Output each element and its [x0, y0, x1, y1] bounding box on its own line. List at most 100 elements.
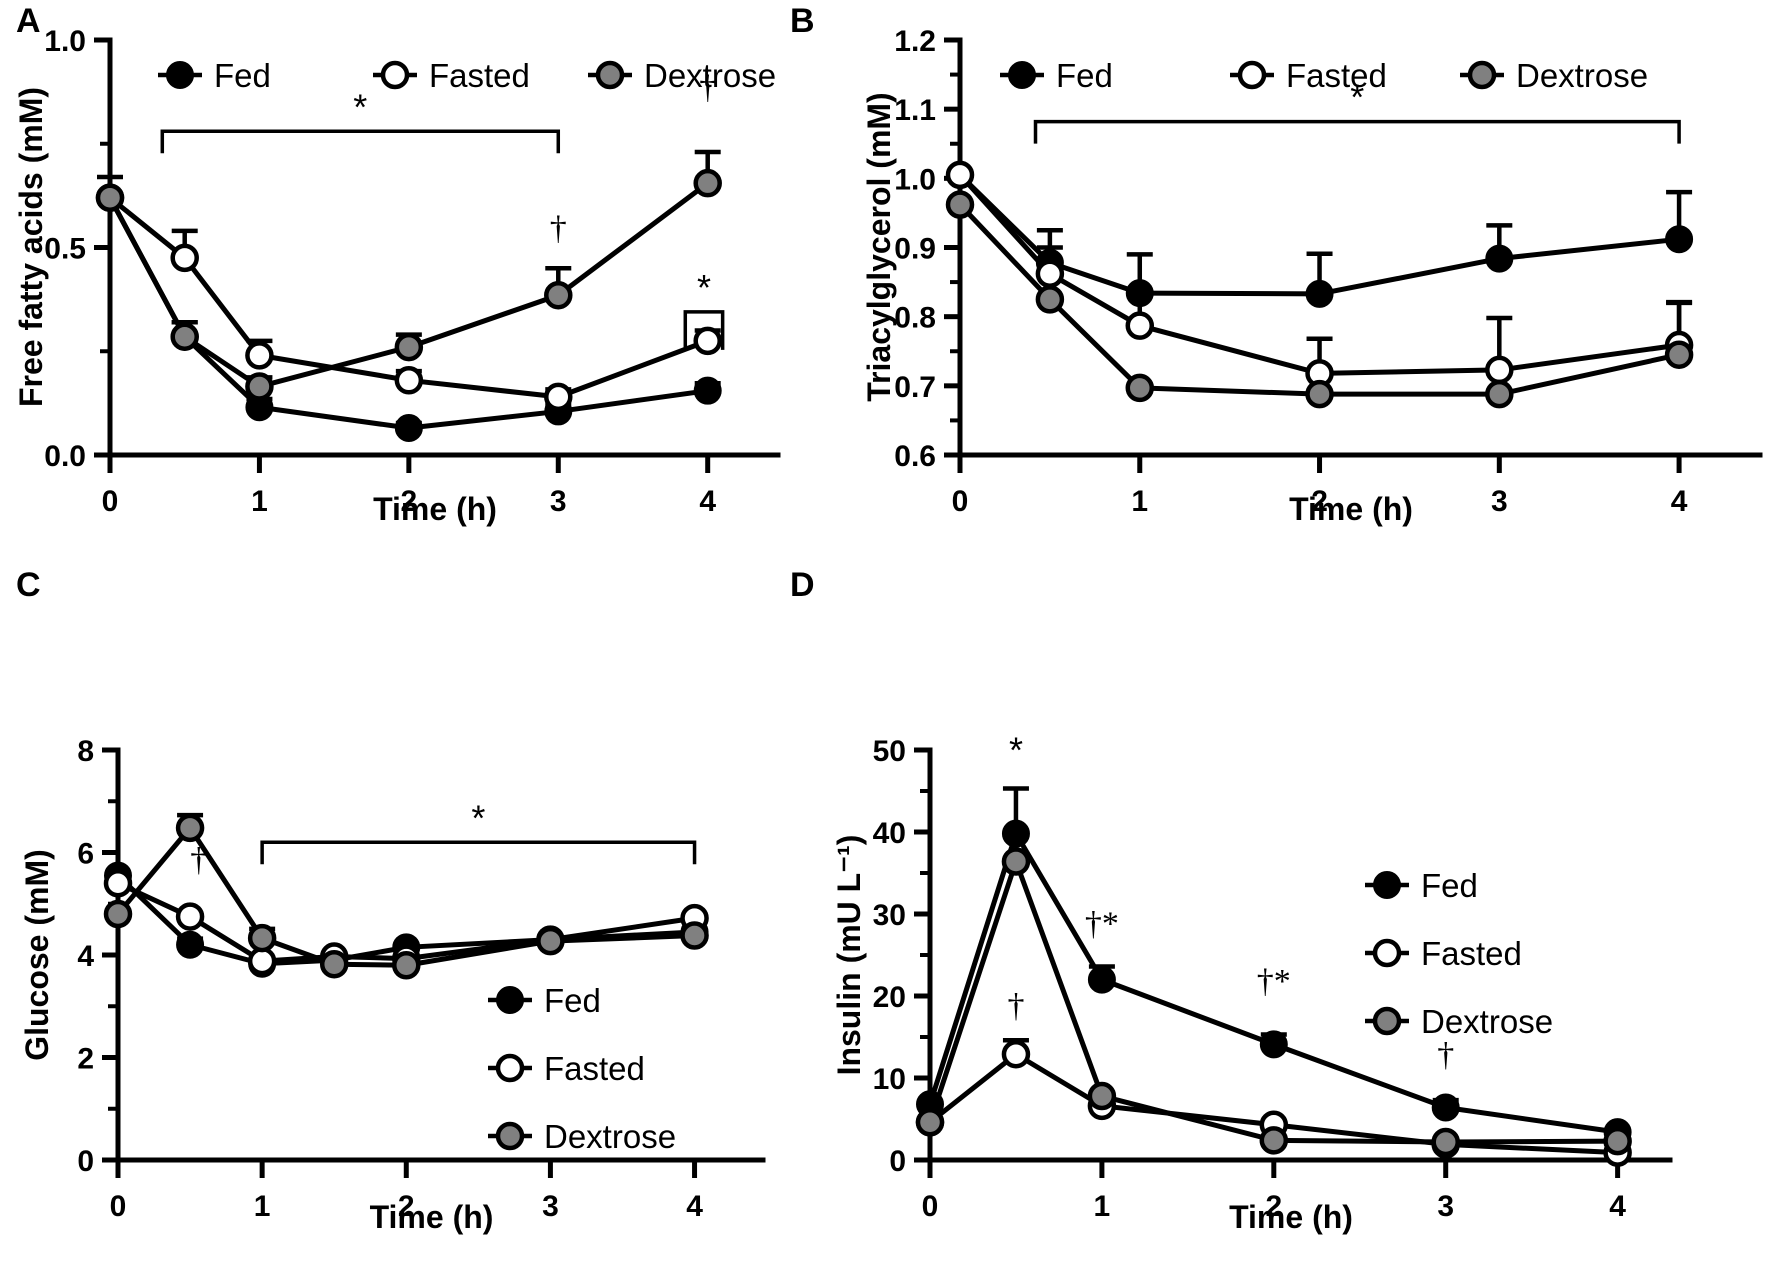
- legend: Fed Fasted Dextrose: [488, 982, 676, 1155]
- data-point-fed: [176, 930, 205, 959]
- axes: 0.6 0.7 0.8 0.9 1.0 1.1 1.2 0 1 2 3 4 Time (h) Triacy…: [861, 25, 1763, 527]
- data-point-fasted: [1485, 355, 1514, 385]
- x-tick-label: 3: [1491, 485, 1508, 518]
- legend-marker-fed: [166, 61, 194, 89]
- legend-label-fed: Fed: [544, 982, 601, 1019]
- x-tick-label: 3: [542, 1190, 559, 1223]
- legend-item-fed: Fed: [158, 57, 271, 94]
- data-point-dextrose: [175, 813, 205, 843]
- data-point-dextrose: [680, 921, 709, 950]
- panel-c: C 0 2 4 6 8 0 1 2 3 4 Time (h) Glucose (mM) † * Fed Fas…: [0, 560, 790, 1270]
- legend-item-dextrose: Dextrose: [1365, 1003, 1553, 1040]
- significance-symbol: †: [550, 210, 567, 247]
- data-point-fed: [1305, 279, 1334, 308]
- significance-symbol: †: [190, 841, 207, 878]
- legend-marker-fed: [1008, 61, 1036, 89]
- series-lines: [107, 181, 710, 431]
- y-tick-label: 2: [77, 1043, 94, 1076]
- y-tick-label: 0.9: [894, 233, 936, 266]
- data-point-fed: [1485, 244, 1514, 273]
- data-point-dextrose: [1087, 1081, 1117, 1111]
- legend-label-fasted: Fasted: [544, 1050, 645, 1087]
- data-point-dextrose: [103, 899, 133, 929]
- legend-marker-dextrose: [1372, 1006, 1402, 1036]
- data-point-fasted: [247, 946, 277, 976]
- legend-label-dextrose: Dextrose: [1516, 57, 1648, 94]
- x-tick-label: 2: [398, 1190, 415, 1223]
- legend-item-dextrose: Dextrose: [588, 57, 776, 94]
- x-tick-label: 0: [110, 1190, 127, 1223]
- data-point-dextrose: [1305, 379, 1334, 409]
- legend-label-fed: Fed: [1056, 57, 1113, 94]
- chart-b-svg: 0.6 0.7 0.8 0.9 1.0 1.1 1.2 0 1 2 3 4 Time (h) Triacy…: [861, 25, 1763, 527]
- y-tick-label: 1.0: [894, 163, 936, 196]
- significance-bracket: [683, 310, 725, 350]
- data-point-fed: [1001, 819, 1030, 848]
- series-line-dextrose: [927, 859, 1618, 1145]
- y-tick-label: 0.0: [44, 440, 86, 473]
- significance-symbol: †: [1437, 1037, 1454, 1074]
- data-point-dextrose: [245, 372, 274, 401]
- x-tick-label: 2: [401, 485, 418, 518]
- y-axis-title: Glucose (mM): [19, 849, 55, 1061]
- legend-marker-fasted: [495, 1053, 525, 1083]
- legend-label-dextrose: Dextrose: [544, 1118, 676, 1155]
- y-tick-label: 30: [873, 899, 906, 932]
- data-point-fed: [693, 376, 722, 405]
- data-point-dextrose: [170, 322, 199, 351]
- panel-letter-a: A: [16, 2, 41, 40]
- data-point-dextrose: [536, 926, 565, 956]
- legend-marker-dextrose: [595, 60, 625, 90]
- series-line-dextrose: [107, 181, 710, 390]
- x-tick-label: 4: [699, 485, 716, 518]
- x-axis-title: Time (h): [370, 1199, 494, 1235]
- x-tick-label: 1: [1094, 1190, 1111, 1223]
- legend-item-dextrose: Dextrose: [1460, 57, 1648, 94]
- y-tick-label: 6: [77, 838, 94, 871]
- y-tick-label: 1.1: [894, 94, 936, 127]
- axes: 0 10 20 30 40 50 0 1 2 3 4 Time (h) Insulin (mU L⁻¹): [831, 735, 1673, 1235]
- y-axis-title: Insulin (mU L⁻¹): [831, 835, 867, 1076]
- data-point-dextrose: [95, 183, 125, 212]
- significance-symbol: *: [353, 86, 367, 127]
- annotations: †*: [190, 797, 697, 878]
- data-point-dextrose: [1664, 340, 1694, 369]
- x-tick-label: 4: [1609, 1190, 1626, 1223]
- y-tick-label: 0.5: [44, 233, 86, 266]
- data-point-dextrose: [1125, 373, 1155, 403]
- data-point-fasted: [945, 160, 975, 190]
- legend-item-fasted: Fasted: [373, 57, 530, 94]
- y-tick-label: 20: [873, 981, 906, 1014]
- x-tick-label: 1: [254, 1190, 271, 1223]
- legend-marker-fed: [1373, 871, 1401, 899]
- panel-d: D 0 10 20 30 40 50 0 1 2 3 4 Time (h) Insulin (mU L⁻…: [782, 560, 1772, 1270]
- x-tick-label: 1: [251, 485, 268, 518]
- y-tick-label: 0.8: [894, 302, 936, 335]
- data-point-fasted: [1125, 311, 1155, 340]
- x-tick-label: 0: [922, 1190, 939, 1223]
- chart-a-svg: 0.0 0.5 1.0 0 1 2 3 4 Time (h) Free fatty acids (…: [13, 25, 781, 527]
- legend-item-fed: Fed: [1000, 57, 1113, 94]
- y-tick-label: 40: [873, 817, 906, 850]
- data-point-fasted: [394, 366, 424, 395]
- data-point-dextrose: [1001, 847, 1031, 876]
- data-point-dextrose: [915, 1108, 945, 1137]
- x-tick-label: 4: [1671, 485, 1688, 518]
- data-point-dextrose: [1035, 285, 1065, 314]
- data-point-dextrose: [1259, 1126, 1289, 1155]
- x-tick-label: 0: [952, 485, 969, 518]
- y-tick-label: 0.6: [894, 440, 936, 473]
- annotations: * † †* †* †: [1007, 729, 1454, 1073]
- legend-marker-fasted: [1237, 60, 1267, 90]
- significance-symbol: †: [699, 69, 716, 106]
- legend-item-fasted: Fasted: [1365, 935, 1522, 972]
- y-tick-label: 0: [889, 1145, 906, 1178]
- legend-marker-fed: [496, 986, 524, 1014]
- data-point-fed: [394, 414, 423, 443]
- legend-item-fed: Fed: [488, 982, 601, 1019]
- panel-letter-c: C: [16, 566, 41, 604]
- significance-symbol: *: [471, 797, 485, 838]
- x-tick-label: 3: [550, 485, 567, 518]
- legend: Fed Fasted Dextrose: [1365, 867, 1553, 1040]
